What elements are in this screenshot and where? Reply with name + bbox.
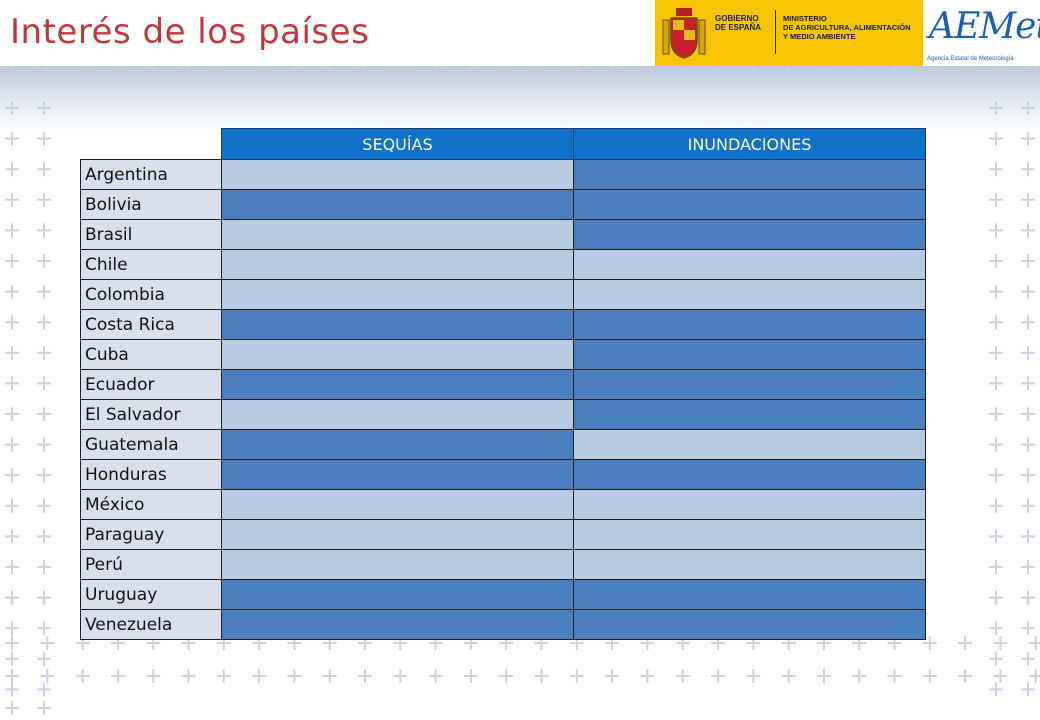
inundaciones-cell: [573, 369, 926, 400]
country-name: Colombia: [80, 279, 222, 310]
country-name: Chile: [80, 249, 222, 280]
logo-divider: [775, 10, 776, 54]
sequias-cell: [221, 429, 574, 460]
inundaciones-cell: [573, 609, 926, 640]
table-row: Cuba: [80, 339, 926, 370]
country-name: México: [80, 489, 222, 520]
gov-text: GOBIERNO DE ESPAÑA: [715, 14, 762, 32]
country-name: Ecuador: [80, 369, 222, 400]
sequias-cell: [221, 249, 574, 280]
sequias-cell: [221, 309, 574, 340]
country-name: Cuba: [80, 339, 222, 370]
sequias-cell: [221, 279, 574, 310]
header-bar: Interés de los países GOBIERNO DE ESPAÑA…: [0, 0, 1040, 66]
country-name: Argentina: [80, 159, 222, 190]
table-row: Paraguay: [80, 519, 926, 550]
table-row: Argentina: [80, 159, 926, 190]
inundaciones-cell: [573, 309, 926, 340]
country-name: Bolivia: [80, 189, 222, 220]
country-name: Paraguay: [80, 519, 222, 550]
country-name: El Salvador: [80, 399, 222, 430]
table-row: Uruguay: [80, 579, 926, 610]
table-row: Bolivia: [80, 189, 926, 220]
country-name: Guatemala: [80, 429, 222, 460]
header-blank-cell: [81, 129, 222, 160]
table-row: El Salvador: [80, 399, 926, 430]
inundaciones-cell: [573, 279, 926, 310]
inundaciones-cell: [573, 429, 926, 460]
inundaciones-cell: [573, 549, 926, 580]
country-name: Perú: [80, 549, 222, 580]
country-name: Venezuela: [80, 609, 222, 640]
table-row: México: [80, 489, 926, 520]
sequias-cell: [221, 459, 574, 490]
table-row: Costa Rica: [80, 309, 926, 340]
table-row: Brasil: [80, 219, 926, 250]
country-name: Costa Rica: [80, 309, 222, 340]
sequias-cell: [221, 609, 574, 640]
coat-of-arms-icon: [662, 8, 706, 59]
country-name: Brasil: [80, 219, 222, 250]
sequias-cell: [221, 219, 574, 250]
sequias-cell: [221, 549, 574, 580]
government-logo: GOBIERNO DE ESPAÑA MINISTERIO DE AGRICUL…: [655, 0, 923, 66]
country-name: Honduras: [80, 459, 222, 490]
sequias-cell: [221, 159, 574, 190]
inundaciones-cell: [573, 459, 926, 490]
country-name: Uruguay: [80, 579, 222, 610]
inundaciones-cell: [573, 159, 926, 190]
inundaciones-cell: [573, 249, 926, 280]
table-row: Honduras: [80, 459, 926, 490]
table-header-row: SEQUÍAS INUNDACIONES: [81, 128, 926, 160]
header-sequias: SEQUÍAS: [221, 128, 574, 160]
sequias-cell: [221, 369, 574, 400]
ministry-text: MINISTERIO DE AGRICULTURA, ALIMENTACIÓN …: [783, 14, 911, 41]
table-row: Chile: [80, 249, 926, 280]
aemet-wordmark: AEMet: [929, 6, 1040, 47]
table-row: Perú: [80, 549, 926, 580]
page-title: Interés de los países: [10, 12, 370, 52]
inundaciones-cell: [573, 579, 926, 610]
sequias-cell: [221, 489, 574, 520]
inundaciones-cell: [573, 339, 926, 370]
sequias-cell: [221, 339, 574, 370]
inundaciones-cell: [573, 519, 926, 550]
table-row: Venezuela: [80, 609, 926, 640]
header-inundaciones: INUNDACIONES: [573, 128, 926, 160]
sequias-cell: [221, 579, 574, 610]
sequias-cell: [221, 399, 574, 430]
aemet-subtitle: Agencia Estatal de Meteorología: [927, 56, 1014, 62]
inundaciones-cell: [573, 189, 926, 220]
interest-table: SEQUÍAS INUNDACIONES Argentina Bolivia Bra…: [80, 128, 926, 640]
sequias-cell: [221, 189, 574, 220]
aemet-logo: AEMet Agencia Estatal de Meteorología: [923, 0, 1040, 66]
sky-background: [0, 62, 1040, 132]
table-row: Colombia: [80, 279, 926, 310]
table-row: Guatemala: [80, 429, 926, 460]
table-row: Ecuador: [80, 369, 926, 400]
inundaciones-cell: [573, 489, 926, 520]
inundaciones-cell: [573, 399, 926, 430]
inundaciones-cell: [573, 219, 926, 250]
sequias-cell: [221, 519, 574, 550]
